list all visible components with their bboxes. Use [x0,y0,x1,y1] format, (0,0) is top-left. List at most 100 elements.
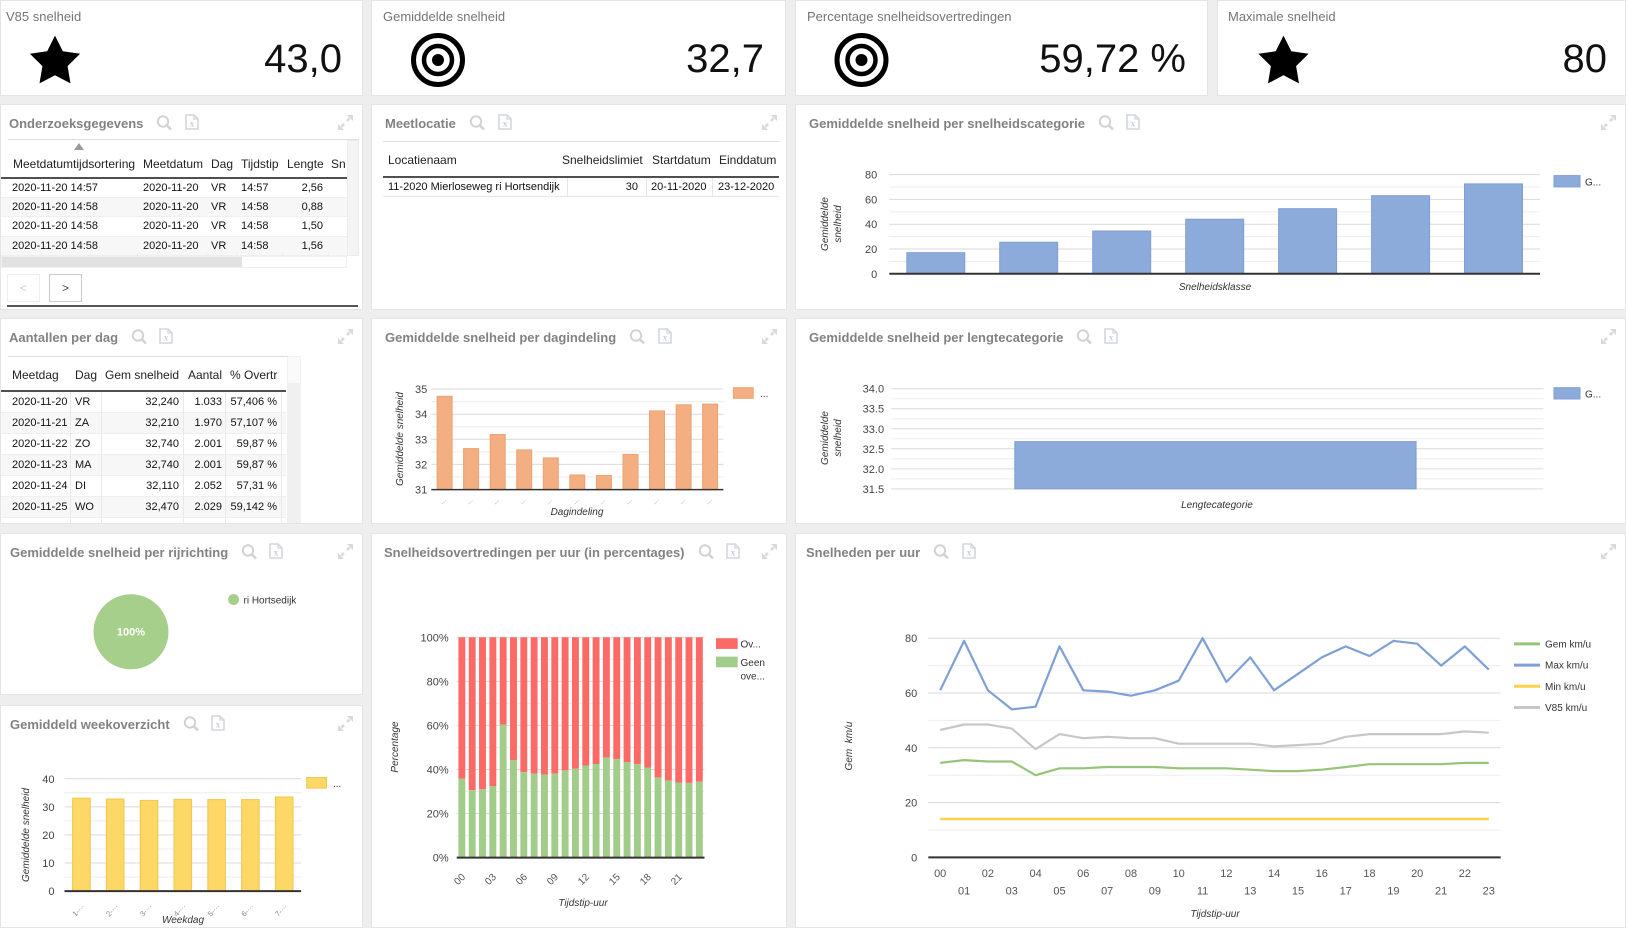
svg-text:x: x [1109,333,1114,343]
svg-text:snelheid: snelheid [833,205,844,243]
svg-text:33: 33 [415,434,427,446]
svg-text:02: 02 [982,868,994,880]
svg-text:17: 17 [1340,886,1352,898]
svg-text:x: x [663,333,668,343]
svg-text:33.5: 33.5 [863,404,884,416]
svg-text:ri Hortsedijk: ri Hortsedijk [244,595,298,606]
svg-text:32: 32 [415,459,427,471]
svg-text:Ov...: Ov... [741,640,761,651]
svg-text:--·: --· [599,497,609,507]
svg-text:--·: --· [678,497,688,507]
svg-text:16: 16 [1316,868,1328,880]
svg-text:snelheid: snelheid [833,419,844,457]
svg-text:--·: --· [572,497,582,507]
svg-text:60%: 60% [427,720,449,732]
svg-text:--·: --· [519,497,529,507]
svg-text:40%: 40% [427,765,449,777]
svg-text:x: x [731,548,736,558]
svg-text:40: 40 [42,774,54,786]
svg-text:Geen: Geen [741,658,765,669]
svg-text:20: 20 [1411,868,1423,880]
svg-text:Tijdstip-uur: Tijdstip-uur [558,898,608,909]
svg-text:08: 08 [1125,868,1137,880]
svg-text:Lengtecategorie: Lengtecategorie [1181,500,1253,511]
svg-text:x: x [503,119,508,129]
svg-text:...: ... [760,389,768,400]
svg-text:x: x [274,548,279,558]
svg-text:x: x [1131,119,1136,129]
svg-text:12: 12 [1220,868,1232,880]
svg-text:Weekdag: Weekdag [162,915,205,926]
svg-text:09: 09 [545,872,561,888]
svg-text:22: 22 [1459,868,1471,880]
svg-text:V85 km/u: V85 km/u [1545,703,1587,714]
svg-text:0: 0 [911,852,917,864]
svg-text:--·: --· [493,497,503,507]
svg-text:100%: 100% [117,627,145,639]
svg-text:03: 03 [483,872,499,888]
svg-text:Dagindeling: Dagindeling [551,507,604,518]
svg-text:15: 15 [607,872,623,888]
svg-text:6-···: 6-··· [239,902,255,918]
svg-text:Gemiddelde snelheid: Gemiddelde snelheid [21,788,32,882]
svg-text:G...: G... [1585,178,1601,189]
svg-text:06: 06 [1077,868,1089,880]
svg-text:04: 04 [1029,868,1041,880]
svg-text:13: 13 [1244,886,1256,898]
svg-text:18: 18 [1363,868,1375,880]
svg-text:Tijdstip-uur: Tijdstip-uur [1190,909,1240,920]
svg-text:14: 14 [1268,868,1280,880]
svg-text:Gem km/u: Gem km/u [844,721,855,770]
svg-text:20: 20 [865,244,877,256]
svg-text:Gemiddelde: Gemiddelde [820,411,831,465]
svg-text:x: x [216,720,221,730]
svg-text:2-···: 2-··· [104,902,120,918]
svg-text:G...: G... [1585,390,1601,401]
svg-text:Snelheidsklasse: Snelheidsklasse [1179,282,1252,293]
svg-text:Gemiddelde: Gemiddelde [820,197,831,251]
svg-text:ove...: ove... [741,671,765,682]
svg-text:30: 30 [42,802,54,814]
svg-text:40: 40 [905,743,917,755]
svg-text:35: 35 [415,384,427,396]
svg-text:32.5: 32.5 [863,444,884,456]
svg-text:0%: 0% [433,853,449,865]
svg-text:x: x [164,333,169,343]
svg-text:60: 60 [865,194,877,206]
svg-text:03: 03 [1006,886,1018,898]
svg-text:20: 20 [42,830,54,842]
svg-text:01: 01 [958,886,970,898]
svg-text:x: x [190,119,195,129]
svg-text:32.0: 32.0 [863,464,884,476]
svg-text:15: 15 [1292,886,1304,898]
svg-text:07: 07 [1101,886,1113,898]
svg-text:19: 19 [1387,886,1399,898]
svg-text:21: 21 [1435,886,1447,898]
svg-text:80: 80 [865,170,877,182]
svg-text:21: 21 [669,872,685,888]
svg-text:11: 11 [1197,886,1208,898]
svg-text:Percentage: Percentage [390,721,401,773]
svg-text:...: ... [333,779,341,790]
svg-text:23: 23 [1483,886,1495,898]
svg-text:3-···: 3-··· [138,902,154,918]
svg-text:06: 06 [514,872,530,888]
svg-text:31.5: 31.5 [863,484,884,496]
svg-text:60: 60 [905,688,917,700]
svg-text:--·: --· [705,497,715,507]
svg-text:5-···: 5-··· [206,902,222,918]
svg-text:12: 12 [576,872,592,888]
svg-text:7-···: 7-··· [273,902,289,918]
svg-text:10: 10 [1173,868,1185,880]
svg-text:0: 0 [48,886,54,898]
svg-text:34.0: 34.0 [863,384,884,396]
svg-text:--·: --· [546,497,556,507]
svg-text:0: 0 [871,269,877,281]
svg-text:Min km/u: Min km/u [1545,682,1586,693]
svg-text:31: 31 [415,485,427,497]
svg-text:18: 18 [638,872,654,888]
svg-text:20: 20 [905,798,917,810]
svg-text:x: x [967,548,972,558]
svg-text:10: 10 [42,858,54,870]
svg-text:20%: 20% [427,809,449,821]
